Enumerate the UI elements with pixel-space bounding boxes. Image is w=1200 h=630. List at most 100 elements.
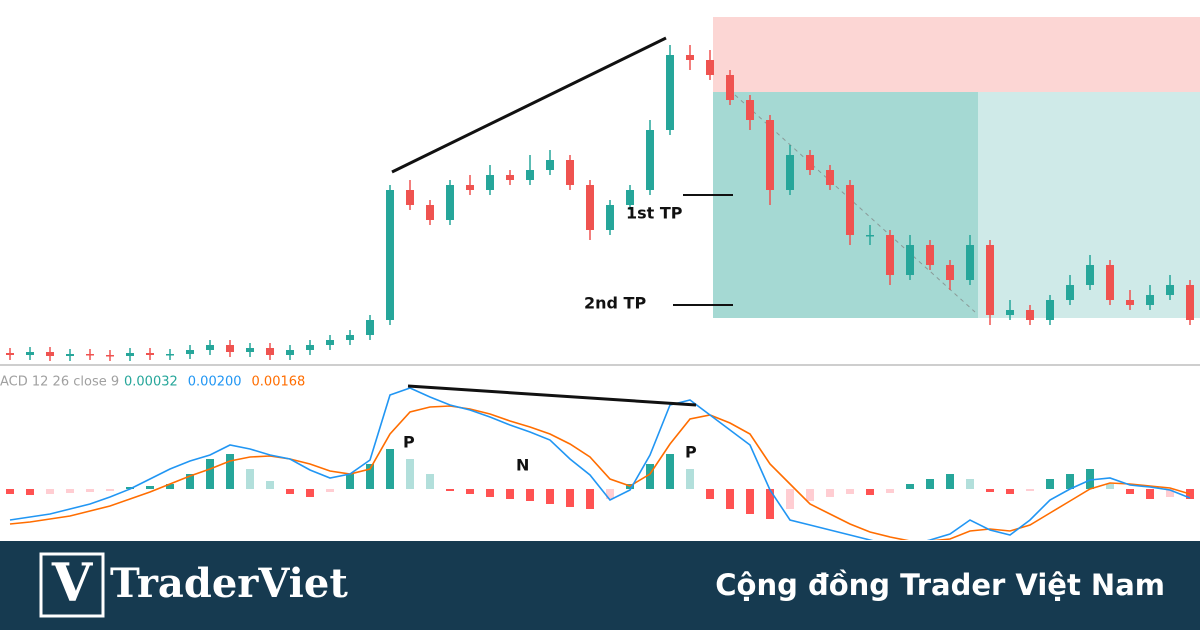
histogram-bar — [606, 489, 614, 499]
candle-body — [686, 55, 694, 60]
candle-body — [766, 120, 774, 190]
candle-body — [406, 190, 414, 205]
candle-body — [186, 350, 194, 354]
candle-body — [786, 155, 794, 190]
macd-trendline — [407, 384, 697, 407]
candle-body — [1106, 265, 1114, 300]
candle-body — [246, 348, 254, 352]
histogram-bar — [246, 469, 254, 489]
histogram-bar — [586, 489, 594, 509]
brand-name: TraderViet — [110, 560, 348, 607]
annotation: 1st TP — [626, 204, 683, 223]
histogram-bar — [946, 474, 954, 489]
histogram-bar — [986, 489, 994, 492]
histogram-bar — [1106, 484, 1114, 489]
histogram-bar — [766, 489, 774, 519]
candle-body — [426, 205, 434, 220]
histogram-bar — [386, 449, 394, 489]
histogram-bar — [806, 489, 814, 501]
annotation: P — [403, 433, 415, 452]
histogram-bar — [786, 489, 794, 509]
indicator-value: 0.00032 — [124, 375, 178, 390]
candle-body — [1026, 310, 1034, 320]
candle-body — [806, 155, 814, 170]
histogram-bar — [326, 489, 334, 492]
candle-body — [86, 354, 94, 356]
target-zone — [713, 92, 978, 318]
candle-body — [306, 345, 314, 350]
candle-body — [946, 265, 954, 280]
candle-body — [6, 353, 14, 355]
candle-body — [726, 75, 734, 100]
histogram-bar — [1046, 479, 1054, 489]
candle-body — [666, 55, 674, 130]
histogram-bar — [546, 489, 554, 504]
signal-line — [9, 405, 1191, 540]
candle-body — [286, 350, 294, 355]
histogram-bar — [286, 489, 294, 494]
histogram-bar — [346, 474, 354, 489]
histogram-bar — [306, 489, 314, 497]
candle-body — [586, 185, 594, 230]
candle-body — [626, 190, 634, 205]
histogram-bar — [226, 454, 234, 489]
histogram-bar — [166, 484, 174, 489]
candle-body — [366, 320, 374, 335]
candle-body — [1066, 285, 1074, 300]
candle-body — [886, 235, 894, 275]
candle-body — [126, 353, 134, 356]
candle-body — [486, 175, 494, 190]
annotation: P — [685, 443, 697, 462]
candle-body — [646, 130, 654, 190]
histogram-bar — [366, 464, 374, 489]
candle-body — [926, 245, 934, 265]
projection-line — [734, 94, 976, 313]
macd-line — [9, 387, 1191, 540]
candle-body — [986, 245, 994, 315]
candle-body — [1126, 300, 1134, 305]
histogram-bar — [446, 489, 454, 491]
annotation: 2nd TP — [584, 294, 646, 313]
histogram-bar — [1086, 469, 1094, 489]
candle-body — [206, 345, 214, 350]
candle-body — [706, 60, 714, 75]
histogram-bar — [1066, 474, 1074, 489]
histogram-bar — [486, 489, 494, 497]
histogram-bar — [186, 474, 194, 489]
candle-body — [1146, 295, 1154, 305]
candle-body — [1086, 265, 1094, 285]
candle-body — [606, 205, 614, 230]
histogram-bar — [206, 459, 214, 489]
histogram-bar — [666, 454, 674, 489]
candle-body — [226, 345, 234, 352]
price-trendline — [391, 36, 667, 174]
candle-body — [266, 348, 274, 355]
logo-box — [39, 552, 105, 618]
tagline: Cộng đồng Trader Việt Nam — [715, 568, 1165, 602]
indicator-value: 0.00200 — [188, 375, 242, 390]
candle-body — [146, 353, 154, 355]
histogram-bar — [406, 459, 414, 489]
candle-body — [866, 235, 874, 237]
histogram-bar — [746, 489, 754, 514]
histogram-bar — [506, 489, 514, 499]
histogram-bar — [46, 489, 54, 494]
histogram-bar — [846, 489, 854, 494]
candle-body — [826, 170, 834, 185]
candle-body — [966, 245, 974, 280]
histogram-bar — [1166, 489, 1174, 497]
candle-body — [1006, 310, 1014, 315]
candle-body — [386, 190, 394, 320]
candle-body — [26, 352, 34, 355]
histogram-bar — [1126, 489, 1134, 494]
indicator-value: 0.00168 — [252, 375, 306, 390]
histogram-bar — [566, 489, 574, 507]
histogram-bar — [466, 489, 474, 494]
histogram-bar — [66, 489, 74, 493]
candle-body — [326, 340, 334, 345]
histogram-bar — [1006, 489, 1014, 494]
histogram-bar — [1026, 489, 1034, 491]
indicator-title: ACD 12 26 close 9 — [0, 375, 119, 390]
candle-body — [346, 335, 354, 340]
